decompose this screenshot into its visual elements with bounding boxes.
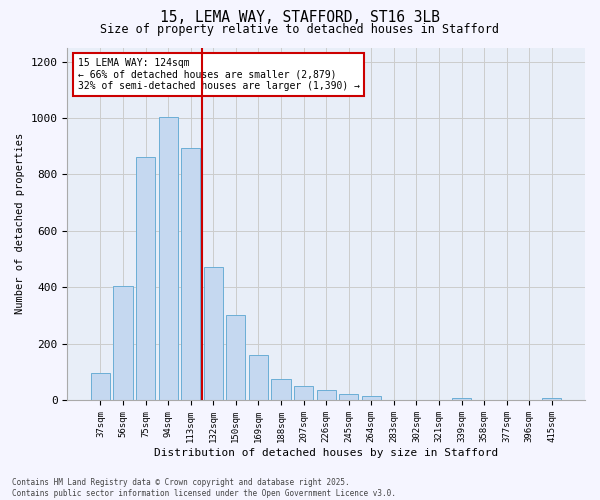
- Text: 15, LEMA WAY, STAFFORD, ST16 3LB: 15, LEMA WAY, STAFFORD, ST16 3LB: [160, 10, 440, 25]
- Y-axis label: Number of detached properties: Number of detached properties: [15, 133, 25, 314]
- Bar: [271, 379, 290, 400]
- X-axis label: Distribution of detached houses by size in Stafford: Distribution of detached houses by size …: [154, 448, 498, 458]
- Bar: [226, 316, 245, 400]
- Bar: [317, 390, 336, 400]
- Bar: [91, 373, 110, 400]
- Text: 15 LEMA WAY: 124sqm
← 66% of detached houses are smaller (2,879)
32% of semi-det: 15 LEMA WAY: 124sqm ← 66% of detached ho…: [77, 58, 359, 92]
- Bar: [294, 386, 313, 400]
- Text: Size of property relative to detached houses in Stafford: Size of property relative to detached ho…: [101, 22, 499, 36]
- Bar: [452, 398, 471, 400]
- Text: Contains HM Land Registry data © Crown copyright and database right 2025.
Contai: Contains HM Land Registry data © Crown c…: [12, 478, 396, 498]
- Bar: [249, 355, 268, 400]
- Bar: [113, 286, 133, 400]
- Bar: [339, 394, 358, 400]
- Bar: [542, 398, 562, 400]
- Bar: [158, 116, 178, 400]
- Bar: [181, 148, 200, 400]
- Bar: [136, 158, 155, 400]
- Bar: [362, 396, 381, 400]
- Bar: [203, 268, 223, 400]
